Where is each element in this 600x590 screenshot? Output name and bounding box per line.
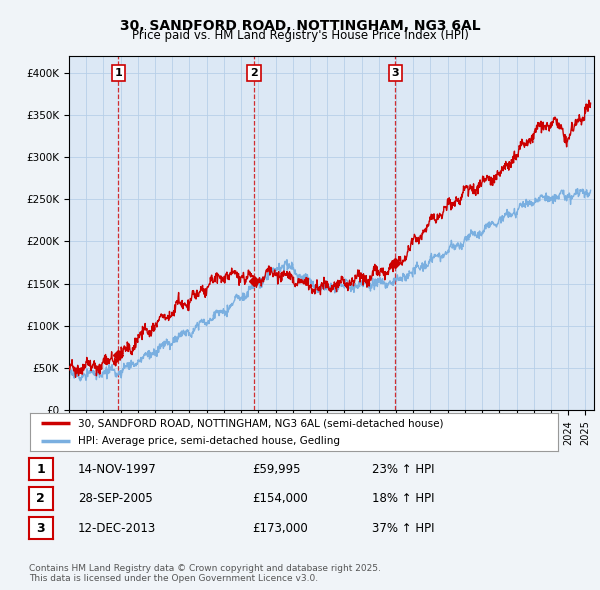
Text: Contains HM Land Registry data © Crown copyright and database right 2025.
This d: Contains HM Land Registry data © Crown c… — [29, 563, 380, 583]
Text: 3: 3 — [391, 68, 399, 78]
Text: £59,995: £59,995 — [252, 463, 301, 476]
Text: 2: 2 — [37, 492, 45, 505]
Text: 14-NOV-1997: 14-NOV-1997 — [78, 463, 157, 476]
Text: £173,000: £173,000 — [252, 522, 308, 535]
Text: 30, SANDFORD ROAD, NOTTINGHAM, NG3 6AL (semi-detached house): 30, SANDFORD ROAD, NOTTINGHAM, NG3 6AL (… — [77, 418, 443, 428]
Text: HPI: Average price, semi-detached house, Gedling: HPI: Average price, semi-detached house,… — [77, 436, 340, 446]
Text: 1: 1 — [115, 68, 122, 78]
Text: Price paid vs. HM Land Registry's House Price Index (HPI): Price paid vs. HM Land Registry's House … — [131, 30, 469, 42]
Text: 1: 1 — [37, 463, 45, 476]
Text: £154,000: £154,000 — [252, 492, 308, 505]
Text: 2: 2 — [250, 68, 258, 78]
Text: 37% ↑ HPI: 37% ↑ HPI — [372, 522, 434, 535]
Text: 18% ↑ HPI: 18% ↑ HPI — [372, 492, 434, 505]
Text: 3: 3 — [37, 522, 45, 535]
Text: 28-SEP-2005: 28-SEP-2005 — [78, 492, 153, 505]
Text: 23% ↑ HPI: 23% ↑ HPI — [372, 463, 434, 476]
Text: 12-DEC-2013: 12-DEC-2013 — [78, 522, 156, 535]
Text: 30, SANDFORD ROAD, NOTTINGHAM, NG3 6AL: 30, SANDFORD ROAD, NOTTINGHAM, NG3 6AL — [119, 19, 481, 33]
